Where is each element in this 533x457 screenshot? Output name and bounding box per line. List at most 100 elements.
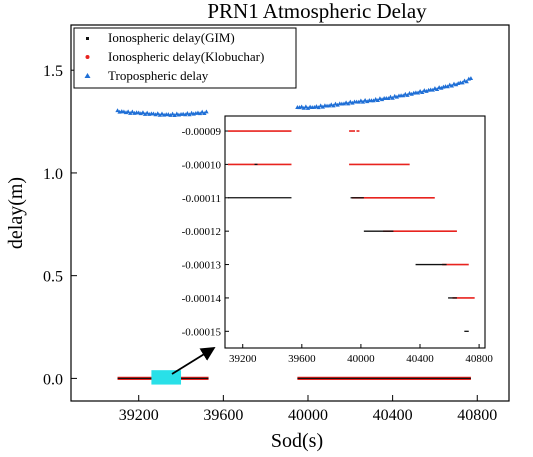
legend-label-klobuchar: Ionospheric delay(Klobuchar) [108, 49, 264, 64]
tropospheric-point [130, 109, 135, 114]
y-tick-label: 0.5 [43, 269, 63, 286]
x-tick-label: 40000 [288, 407, 328, 424]
tropospheric-point [153, 112, 158, 117]
tropospheric-point [405, 92, 410, 97]
tropospheric-point [305, 105, 311, 110]
legend-label-gim: Ionospheric delay(GIM) [108, 30, 235, 45]
tropospheric-point [326, 103, 332, 108]
zoom-highlight-box [151, 370, 182, 385]
tropospheric-point [318, 103, 323, 108]
tropospheric-point [159, 111, 165, 116]
tropospheric-point [314, 104, 319, 108]
tropospheric-point [204, 109, 209, 114]
inset-x-tick-label: 39200 [229, 353, 257, 365]
y-axis-label: delay(m) [5, 177, 27, 249]
tropospheric-point [168, 113, 173, 117]
main-series [115, 76, 474, 385]
y-tick-label: 1.5 [43, 63, 63, 80]
inset-y-tick-label: -0.00009 [182, 126, 222, 138]
tropospheric-point [172, 113, 177, 118]
inset-x-tick-label: 40800 [465, 353, 493, 365]
tropospheric-point [335, 102, 340, 107]
tropospheric-point [144, 110, 150, 115]
tropospheric-point [379, 97, 385, 102]
tropospheric-point [303, 104, 309, 109]
tropospheric-point [138, 111, 144, 116]
tropospheric-point [388, 94, 393, 99]
tropospheric-point [299, 104, 304, 109]
tropospheric-point [125, 109, 131, 114]
tropospheric-point [424, 88, 429, 93]
tropospheric-point [362, 98, 368, 102]
tropospheric-point [365, 99, 370, 104]
tropospheric-point [301, 105, 306, 110]
tropospheric-point [341, 101, 347, 106]
tropospheric-point [142, 111, 148, 116]
tropospheric-point [409, 91, 414, 96]
inset-series [227, 130, 475, 332]
tropospheric-point [453, 82, 459, 87]
inset-y-tick-label: -0.00013 [182, 260, 222, 272]
x-tick-label: 40400 [373, 407, 413, 424]
tropospheric-point [170, 111, 175, 116]
inset-x-tick-label: 39600 [288, 353, 316, 365]
tropospheric-point [415, 90, 421, 95]
tropospheric-point [360, 99, 366, 104]
legend-box [73, 27, 297, 89]
inset-y-tick-label: -0.00010 [182, 159, 222, 171]
tropospheric-point [390, 95, 395, 100]
inset-x-tick-label: 40000 [347, 353, 375, 365]
x-axis-label: Sod(s) [271, 430, 323, 452]
tropospheric-point [199, 109, 205, 114]
tropospheric-point [358, 98, 364, 103]
tropospheric-point [430, 87, 436, 92]
tropospheric-point [128, 110, 133, 115]
y-tick-label: 1.0 [43, 166, 63, 183]
legend-marker-gim [86, 37, 89, 40]
tropospheric-point [434, 87, 440, 92]
tropospheric-point [460, 80, 465, 85]
tropospheric-point [468, 76, 474, 81]
tropospheric-point [348, 99, 353, 104]
tropospheric-point [386, 96, 391, 100]
tropospheric-point [401, 93, 406, 98]
tropospheric-point [445, 84, 450, 89]
tropospheric-point [197, 111, 203, 116]
tropospheric-point [449, 83, 455, 88]
inset-y-tick-label: -0.00014 [182, 293, 222, 305]
inset-plot-area [224, 115, 486, 349]
zoom-arrow [171, 347, 216, 375]
inset-y-tick-label: -0.00012 [182, 226, 221, 238]
tropospheric-point [371, 98, 376, 103]
tropospheric-point [394, 94, 400, 99]
inset-x-tick-label: 40400 [406, 353, 434, 365]
tropospheric-point [185, 110, 190, 115]
main-axis-ticks: 39200 39600 40000 40400 40800 0.0 0.5 1.0 1.5 [43, 63, 497, 424]
tropospheric-point [464, 79, 469, 84]
tropospheric-point [320, 104, 325, 109]
tropospheric-point [316, 105, 321, 110]
chart-title: PRN1 Atmospheric Delay [207, 0, 427, 23]
tropospheric-point [140, 110, 146, 115]
legend: Ionospheric delay(GIM) Ionospheric delay… [73, 27, 297, 89]
tropospheric-point [157, 112, 163, 117]
inset-axis-ticks: 39200 39600 40000 40400 40800 -0.00009 -0.0001… [182, 126, 494, 365]
legend-label-tropospheric: Tropospheric delay [108, 68, 209, 83]
inset-y-tick-label: -0.00011 [182, 193, 221, 205]
tropospheric-point [356, 99, 361, 104]
tropospheric-point [187, 112, 192, 117]
tropospheric-point [155, 111, 160, 116]
inset-y-tick-label: -0.00015 [182, 326, 222, 338]
tropospheric-point [350, 100, 355, 105]
tropospheric-point [333, 101, 338, 106]
legend-marker-klobuchar [85, 55, 90, 59]
tropospheric-point [115, 108, 120, 113]
tropospheric-point [202, 111, 207, 115]
tropospheric-point [439, 85, 444, 90]
tropospheric-point [183, 112, 188, 117]
x-tick-label: 39600 [203, 407, 243, 424]
y-tick-label: 0.0 [43, 371, 63, 388]
legend-marker-tropospheric [84, 73, 91, 78]
x-tick-label: 39200 [119, 407, 159, 424]
